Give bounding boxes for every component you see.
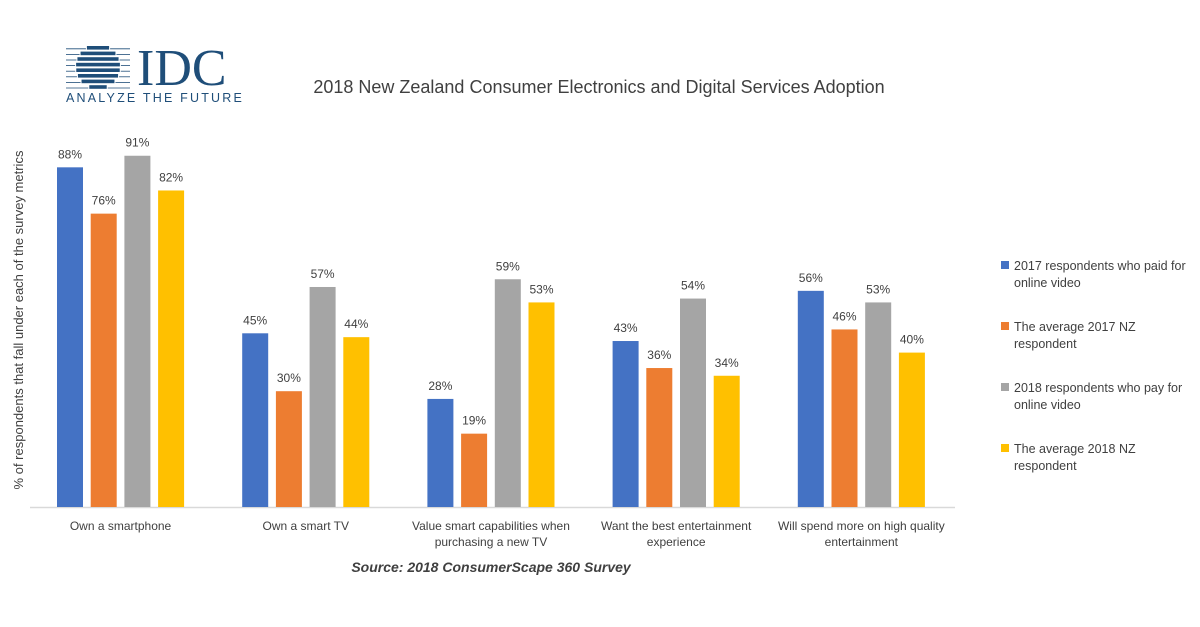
data-label: 36% bbox=[647, 348, 671, 362]
idc-logo: IDC ANALYZE THE FUTURE bbox=[66, 40, 244, 105]
data-label: 91% bbox=[125, 136, 149, 150]
globe-stripe bbox=[76, 62, 120, 67]
data-label: 53% bbox=[529, 282, 553, 296]
legend-item: 2018 respondents who pay for online video bbox=[1001, 381, 1182, 412]
data-label: 28% bbox=[428, 379, 452, 393]
data-label: 53% bbox=[866, 282, 890, 296]
legend-item: 2017 respondents who paid for online vide… bbox=[1001, 259, 1186, 290]
bar bbox=[898, 352, 925, 507]
globe-stripe bbox=[77, 74, 119, 78]
category-label: Want the best entertainment bbox=[601, 519, 752, 533]
bar bbox=[124, 155, 151, 508]
category-label: Will spend more on high quality bbox=[778, 519, 945, 533]
bar bbox=[713, 375, 740, 507]
legend-swatch bbox=[1001, 444, 1009, 452]
legend-item: The average 2018 NZ respondent bbox=[1001, 442, 1136, 473]
legend-swatch bbox=[1001, 261, 1009, 269]
bar bbox=[797, 290, 824, 507]
bar bbox=[528, 302, 555, 507]
bar bbox=[242, 333, 269, 507]
legend-label: 2017 respondents who paid for bbox=[1014, 259, 1186, 273]
bar bbox=[494, 279, 521, 507]
globe-stripes-icon bbox=[66, 46, 130, 89]
globe-stripe bbox=[76, 68, 120, 72]
legend-label: The average 2018 NZ bbox=[1014, 442, 1136, 456]
category-label: purchasing a new TV bbox=[435, 535, 548, 549]
category-label: entertainment bbox=[825, 535, 899, 549]
data-label: 40% bbox=[900, 333, 924, 347]
data-label: 54% bbox=[681, 279, 705, 293]
chart-title: 2018 New Zealand Consumer Electronics an… bbox=[313, 77, 884, 97]
data-label: 45% bbox=[243, 313, 267, 327]
logo-text: IDC bbox=[137, 40, 227, 97]
legend-swatch bbox=[1001, 322, 1009, 330]
data-label: 82% bbox=[159, 170, 183, 184]
data-label: 44% bbox=[344, 317, 368, 331]
globe-stripe bbox=[89, 85, 107, 89]
legend-label: respondent bbox=[1014, 459, 1077, 473]
bar bbox=[831, 329, 858, 507]
globe-stripe bbox=[86, 46, 110, 50]
logo-tagline: ANALYZE THE FUTURE bbox=[66, 91, 244, 105]
data-label: 30% bbox=[277, 371, 301, 385]
data-label: 19% bbox=[462, 414, 486, 428]
bar bbox=[680, 298, 706, 507]
legend-label: online video bbox=[1014, 398, 1081, 412]
data-label: 88% bbox=[58, 147, 82, 161]
data-label: 46% bbox=[832, 309, 856, 323]
legend-label: online video bbox=[1014, 276, 1081, 290]
globe-stripe bbox=[77, 57, 119, 61]
category-label: Own a smartphone bbox=[70, 519, 172, 533]
globe-stripe bbox=[80, 51, 116, 56]
legend-item: The average 2017 NZ respondent bbox=[1001, 320, 1136, 351]
category-label: Own a smart TV bbox=[263, 519, 349, 533]
legend-label: respondent bbox=[1014, 337, 1077, 351]
bar bbox=[57, 167, 83, 507]
category-label: experience bbox=[647, 535, 706, 549]
globe-stripe bbox=[81, 79, 115, 84]
source-note: Source: 2018 ConsumerScape 360 Survey bbox=[351, 559, 632, 575]
bar bbox=[865, 302, 892, 507]
bar bbox=[461, 433, 488, 507]
data-label: 34% bbox=[715, 356, 739, 370]
bar bbox=[343, 337, 370, 507]
bar bbox=[309, 286, 336, 507]
data-label: 59% bbox=[496, 259, 520, 273]
bar bbox=[275, 391, 302, 507]
data-label: 56% bbox=[799, 271, 823, 285]
bar bbox=[158, 190, 185, 508]
category-label: Value smart capabilities when bbox=[412, 519, 570, 533]
legend-label: 2018 respondents who pay for bbox=[1014, 381, 1182, 395]
data-label: 76% bbox=[92, 194, 116, 208]
bar bbox=[646, 368, 673, 507]
bar bbox=[90, 213, 117, 507]
legend-swatch bbox=[1001, 383, 1009, 391]
data-label: 43% bbox=[614, 321, 638, 335]
bar bbox=[427, 398, 454, 507]
y-axis-label: % of respondents that fall under each of… bbox=[11, 150, 26, 489]
data-label: 57% bbox=[311, 267, 335, 281]
bar bbox=[612, 341, 639, 507]
legend-label: The average 2017 NZ bbox=[1014, 320, 1136, 334]
